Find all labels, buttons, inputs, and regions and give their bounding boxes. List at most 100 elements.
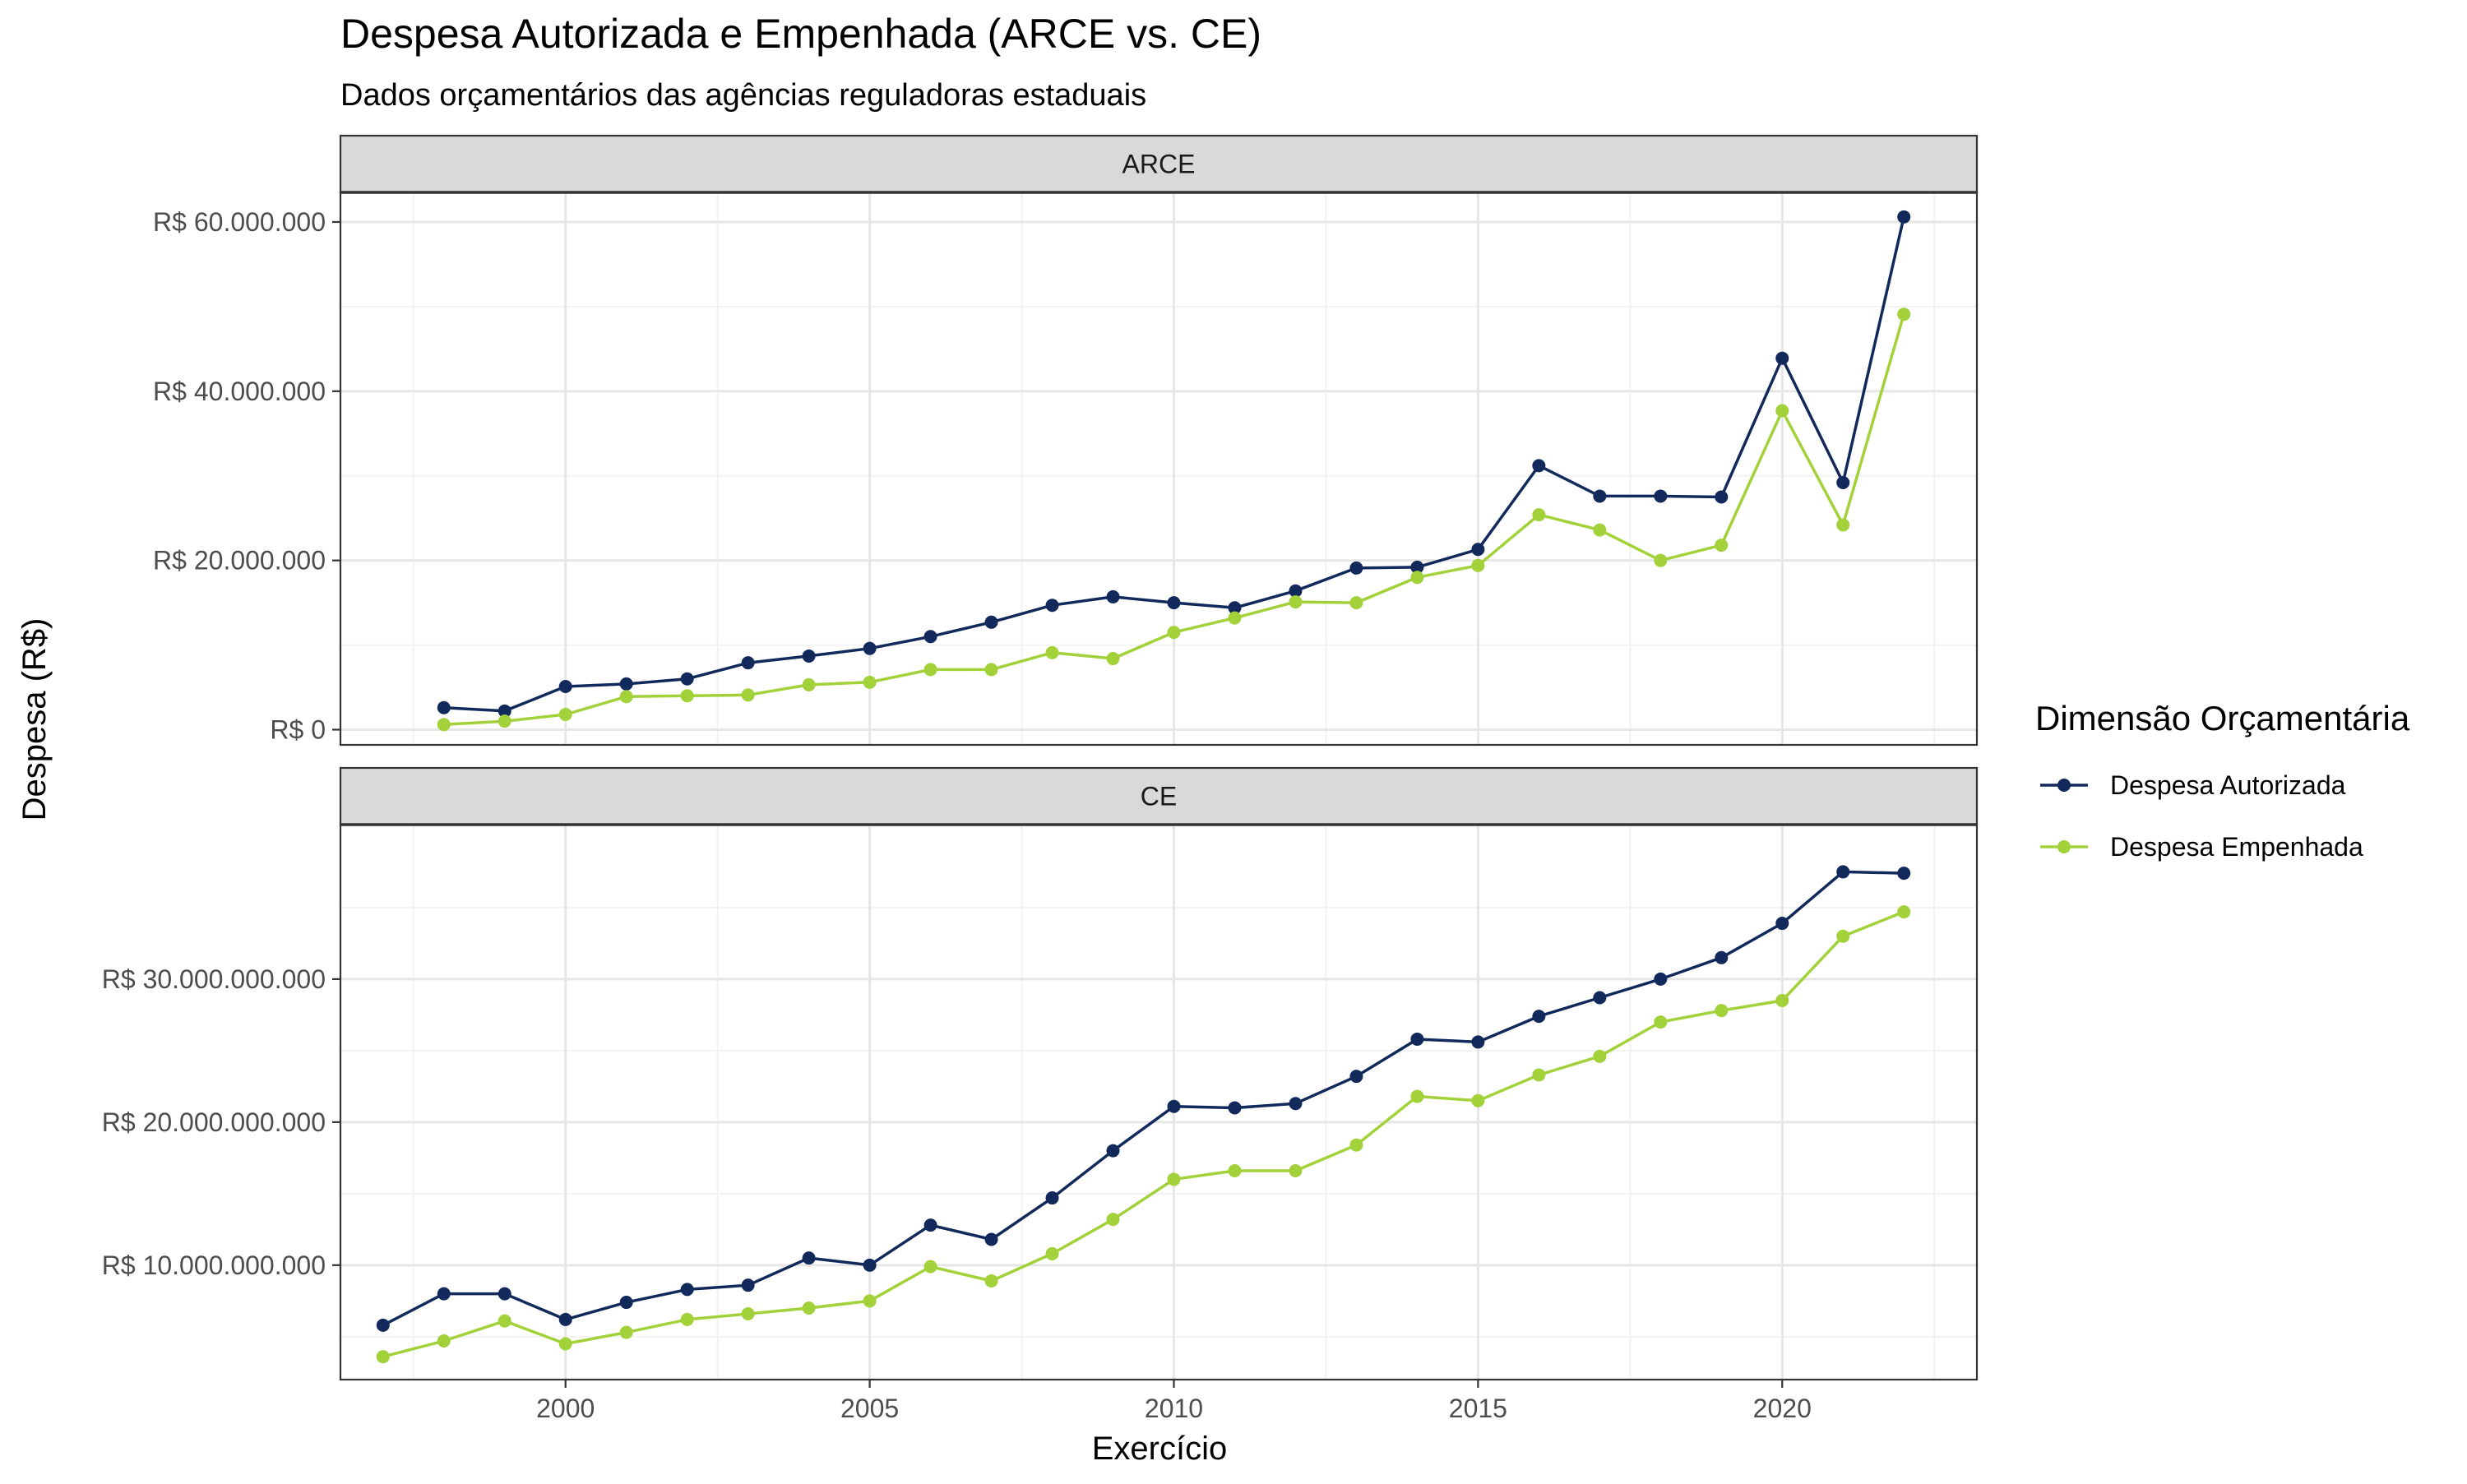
data-point bbox=[1897, 905, 1911, 919]
data-point bbox=[802, 1251, 816, 1265]
series-despesa-empenhada bbox=[437, 307, 1911, 732]
y-tick-label: R$ 20.000.000 bbox=[153, 546, 326, 576]
data-point bbox=[1715, 1004, 1729, 1018]
y-tick-label: R$ 0 bbox=[270, 714, 326, 744]
data-point bbox=[1593, 523, 1607, 537]
facet-strip bbox=[339, 134, 1979, 194]
data-point bbox=[680, 1312, 694, 1326]
data-point bbox=[741, 1306, 755, 1320]
data-point bbox=[1228, 1164, 1242, 1178]
facet-strip-label: ARCE bbox=[1122, 150, 1196, 179]
data-point bbox=[741, 688, 755, 702]
data-point bbox=[923, 1260, 937, 1274]
data-point bbox=[1410, 560, 1424, 574]
data-point bbox=[1349, 1070, 1363, 1084]
data-point bbox=[923, 630, 937, 644]
series-despesa-autorizada bbox=[376, 865, 1911, 1332]
data-point bbox=[1106, 1213, 1120, 1227]
data-point bbox=[680, 1283, 694, 1297]
data-point bbox=[1715, 539, 1729, 552]
data-point bbox=[498, 1287, 511, 1301]
data-point bbox=[1897, 867, 1911, 881]
data-point bbox=[1045, 1191, 1059, 1205]
x-tick-label: 2005 bbox=[840, 1394, 899, 1423]
data-point bbox=[1106, 1144, 1120, 1158]
data-point bbox=[1106, 589, 1120, 603]
data-point bbox=[1167, 1099, 1181, 1113]
data-point bbox=[680, 672, 694, 686]
x-tick-label: 2000 bbox=[536, 1394, 595, 1423]
data-point bbox=[1593, 489, 1607, 503]
facet-panel-arce: ARCE R$ 0 R$ 20.000.000 R$ 40.000.000 R$ 60.… bbox=[153, 134, 1979, 747]
data-point bbox=[1167, 596, 1181, 610]
data-point bbox=[1836, 929, 1850, 943]
data-point bbox=[1167, 626, 1181, 640]
data-point bbox=[1836, 865, 1850, 879]
data-point bbox=[802, 1301, 816, 1315]
data-point bbox=[984, 663, 998, 677]
data-point bbox=[1654, 972, 1668, 986]
data-point bbox=[1167, 1172, 1181, 1186]
data-point bbox=[863, 675, 877, 689]
data-point bbox=[1349, 561, 1363, 575]
facet-strip-label: CE bbox=[1141, 782, 1177, 811]
data-point bbox=[1228, 611, 1242, 625]
data-point bbox=[1106, 652, 1120, 666]
data-point bbox=[558, 1312, 572, 1326]
legend-label: Despesa Empenhada bbox=[2110, 832, 2363, 862]
data-point bbox=[1471, 1093, 1485, 1107]
series-despesa-empenhada bbox=[376, 905, 1911, 1364]
data-point bbox=[619, 677, 633, 691]
legend-item: Despesa Empenhada bbox=[2040, 832, 2363, 862]
facet-panels: ARCE R$ 0 R$ 20.000.000 R$ 40.000.000 R$ 60.… bbox=[102, 134, 1979, 1423]
data-point bbox=[1836, 475, 1850, 489]
data-point bbox=[1654, 489, 1668, 503]
data-point bbox=[741, 1278, 755, 1292]
data-point bbox=[1349, 596, 1363, 610]
data-point bbox=[437, 1287, 451, 1301]
data-point bbox=[1471, 1035, 1485, 1049]
data-point bbox=[1045, 599, 1059, 613]
data-point bbox=[680, 689, 694, 703]
data-point bbox=[1775, 404, 1789, 418]
data-point bbox=[741, 656, 755, 670]
data-point bbox=[863, 1258, 877, 1272]
data-point bbox=[1045, 1246, 1059, 1260]
data-point bbox=[1532, 508, 1546, 522]
data-point bbox=[1532, 1010, 1546, 1024]
legend: Despesa Autorizada Despesa Empenhada bbox=[2040, 770, 2363, 862]
data-point bbox=[1593, 991, 1607, 1005]
y-tick-label: R$ 20.000.000.000 bbox=[102, 1107, 326, 1137]
data-point bbox=[1289, 584, 1303, 598]
x-tick-label: 2010 bbox=[1145, 1394, 1203, 1423]
series-line bbox=[382, 910, 1905, 1358]
data-point bbox=[1532, 459, 1546, 473]
y-axis-label: Despesa (R$) bbox=[16, 618, 53, 821]
data-point bbox=[1654, 1015, 1668, 1029]
y-tick-label: R$ 40.000.000 bbox=[153, 377, 326, 406]
data-point bbox=[376, 1350, 390, 1364]
data-point bbox=[437, 1334, 451, 1348]
data-point bbox=[802, 677, 816, 691]
data-point bbox=[923, 663, 937, 677]
data-point bbox=[1532, 1068, 1546, 1082]
data-point bbox=[619, 690, 633, 704]
data-point bbox=[1410, 1089, 1424, 1103]
x-tick-label: 2020 bbox=[1753, 1394, 1812, 1423]
plot-background bbox=[340, 192, 1977, 745]
data-point bbox=[1715, 950, 1729, 964]
data-point bbox=[437, 718, 451, 732]
data-point bbox=[437, 700, 451, 714]
data-point bbox=[1349, 1138, 1363, 1152]
data-point bbox=[376, 1318, 390, 1332]
data-point bbox=[1715, 490, 1729, 504]
chart-title: Despesa Autorizada e Empenhada (ARCE vs.… bbox=[340, 11, 1261, 57]
data-point bbox=[1045, 645, 1059, 659]
data-point bbox=[1228, 1101, 1242, 1115]
data-point bbox=[498, 714, 511, 728]
data-point bbox=[1410, 571, 1424, 585]
data-point bbox=[984, 1274, 998, 1288]
data-point bbox=[558, 1337, 572, 1351]
facet-panel-ce: CE R$ 10.000.000.000 R$ 20.000.000.000 R$ 3… bbox=[102, 766, 1979, 1423]
